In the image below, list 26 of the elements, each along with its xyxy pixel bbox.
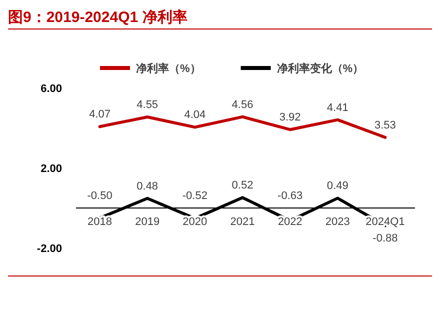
y-tick-label: 6.00 xyxy=(40,83,62,95)
data-label: 4.41 xyxy=(326,102,348,114)
data-label: 3.53 xyxy=(374,119,396,132)
y-tick-label: 2.00 xyxy=(40,163,62,175)
data-label: -0.52 xyxy=(182,190,208,202)
chart-title: 图9：2019-2024Q1 净利率 xyxy=(8,8,188,26)
data-label: 0.48 xyxy=(136,180,158,192)
x-tick-label: 2019 xyxy=(135,216,160,228)
data-label: -0.63 xyxy=(278,190,303,202)
x-tick-label: 2021 xyxy=(230,216,255,228)
data-label: 4.04 xyxy=(184,109,206,122)
data-label: 0.49 xyxy=(326,180,348,192)
x-tick-label: 2018 xyxy=(88,216,112,228)
x-tick-label: 2022 xyxy=(278,216,302,228)
data-label: 4.07 xyxy=(89,108,110,121)
y-tick-label: -2.00 xyxy=(36,243,62,255)
data-label: 4.56 xyxy=(232,98,254,111)
data-label: -0.88 xyxy=(372,232,398,245)
data-label: 4.55 xyxy=(136,99,158,111)
data-label: 3.92 xyxy=(279,112,301,124)
x-tick-label: 2020 xyxy=(182,216,208,228)
legend-label: 净利率变化（%） xyxy=(276,62,364,75)
data-label: -0.50 xyxy=(87,190,112,202)
x-tick-label: 2023 xyxy=(325,216,350,228)
data-label: 0.52 xyxy=(232,180,254,192)
legend-label: 净利率（%） xyxy=(136,62,201,75)
